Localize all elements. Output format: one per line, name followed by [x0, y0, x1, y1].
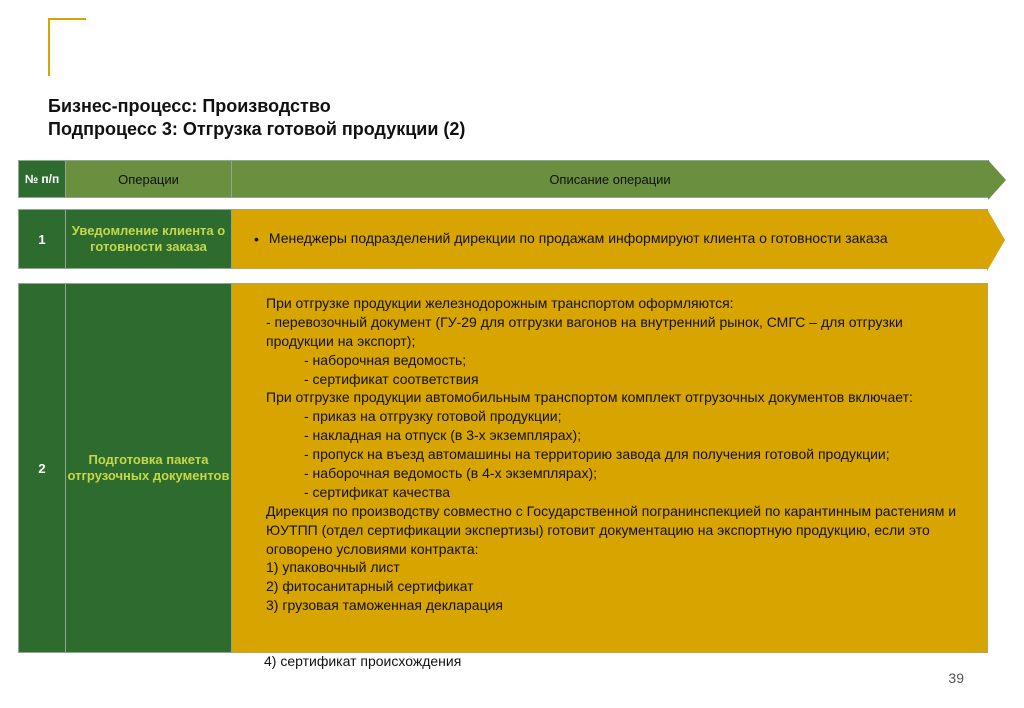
row2-line: - наборочная ведомость (в 4-х экземпляра… [266, 464, 973, 483]
row2-line: При отгрузке продукции автомобильным тра… [266, 388, 973, 407]
row2-line: 1) упаковочный лист [266, 558, 973, 577]
row2-line: Дирекция по производству совместно с Гос… [266, 502, 973, 559]
row2-line: - приказ на отгрузку готовой продукции; [266, 407, 973, 426]
overflow-text: 4) сертификат происхождения [264, 653, 461, 669]
header-num: № п/п [18, 160, 66, 198]
row2-line: 3) грузовая таможенная декларация [266, 596, 973, 615]
row2-line: При отгрузке продукции железнодорожным т… [266, 294, 973, 313]
bullet-icon: • [254, 230, 259, 248]
arrow-icon [988, 160, 1006, 200]
title-line1: Бизнес-процесс: Производство [48, 95, 465, 118]
header-ops: Операции [66, 160, 232, 198]
row1-op: Уведомление клиента о готовности заказа [66, 209, 232, 269]
row2-line: - пропуск на въезд автомашины на террито… [266, 445, 973, 464]
arrow-icon [987, 209, 1005, 271]
row2-line: 2) фитосанитарный сертификат [266, 577, 973, 596]
title-block: Бизнес-процесс: Производство Подпроцесс … [48, 95, 465, 142]
row2-line: - сертификат качества [266, 483, 973, 502]
row1-desc: • Менеджеры подразделений дирекции по пр… [232, 209, 988, 269]
row2-op: Подготовка пакета отгрузочных документов [66, 283, 232, 653]
corner-frame [48, 18, 86, 76]
header-desc-text: Описание операции [549, 172, 670, 187]
row-1: 1 Уведомление клиента о готовности заказ… [18, 209, 988, 269]
header-desc: Описание операции [232, 160, 989, 198]
row2-desc: При отгрузке продукции железнодорожным т… [232, 283, 988, 653]
row2-line: - наборочная ведомость; [266, 351, 973, 370]
header-row: № п/п Операции Описание операции [18, 160, 989, 198]
row1-desc-text: Менеджеры подразделений дирекции по прод… [269, 230, 888, 246]
row1-num: 1 [18, 209, 66, 269]
title-line2: Подпроцесс 3: Отгрузка готовой продукции… [48, 118, 465, 141]
row2-line: - накладная на отпуск (в 3-х экземплярах… [266, 426, 973, 445]
row2-line: - перевозочный документ (ГУ-29 для отгру… [266, 313, 973, 351]
row2-line: - сертификат соответствия [266, 370, 973, 389]
row2-num: 2 [18, 283, 66, 653]
page-number: 39 [948, 670, 964, 686]
row-2: 2 Подготовка пакета отгрузочных документ… [18, 283, 988, 653]
